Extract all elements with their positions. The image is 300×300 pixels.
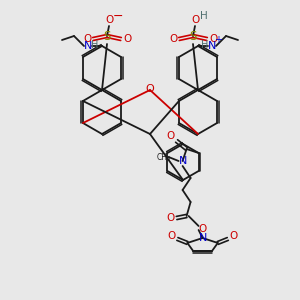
Text: O: O — [105, 15, 113, 25]
Text: H: H — [200, 11, 208, 21]
Text: O: O — [167, 231, 175, 241]
Text: H: H — [91, 40, 99, 50]
Text: O: O — [83, 34, 91, 44]
Text: −: − — [113, 10, 123, 22]
Text: S: S — [189, 29, 197, 43]
Text: O: O — [146, 84, 154, 94]
Text: +: + — [214, 35, 222, 45]
Text: N: N — [178, 156, 187, 166]
Text: O: O — [209, 34, 217, 44]
Text: O: O — [230, 231, 238, 241]
Text: O: O — [199, 224, 207, 234]
Text: N: N — [208, 41, 216, 51]
Text: CH₃: CH₃ — [157, 152, 171, 161]
Text: O: O — [123, 34, 131, 44]
Text: S: S — [103, 29, 111, 43]
Text: N: N — [84, 41, 92, 51]
Text: H: H — [201, 40, 209, 50]
Text: O: O — [169, 34, 177, 44]
Text: O: O — [167, 131, 175, 141]
Text: N: N — [198, 233, 207, 243]
Text: O: O — [167, 213, 175, 223]
Text: O: O — [191, 15, 199, 25]
